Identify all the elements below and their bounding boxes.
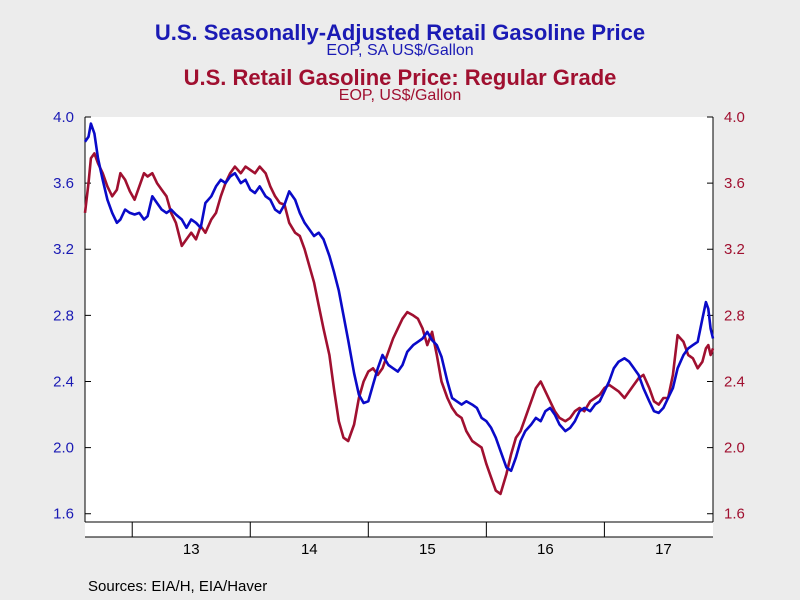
x-tick-label: 17 xyxy=(655,541,672,558)
series-line-1 xyxy=(83,122,715,473)
chart-subtitle-series-2: EOP, US$/Gallon xyxy=(338,87,462,104)
series-line-2 xyxy=(83,152,715,496)
right-tick-label: 3.2 xyxy=(724,241,745,258)
chart-subtitle-series-1: EOP, SA US$/Gallon xyxy=(326,42,474,59)
left-tick-label: 2.8 xyxy=(53,307,74,324)
x-tick-label: 13 xyxy=(183,541,200,558)
x-tick-label: 14 xyxy=(301,541,318,558)
right-tick-label: 2.8 xyxy=(724,307,745,324)
left-tick-label: 4.0 xyxy=(53,109,74,126)
left-tick-label: 2.4 xyxy=(53,373,74,390)
left-tick-label: 3.2 xyxy=(53,241,74,258)
right-tick-label: 2.4 xyxy=(724,373,745,390)
right-tick-label: 1.6 xyxy=(724,506,745,523)
right-tick-label: 2.0 xyxy=(724,440,745,457)
source-note: Sources: EIA/H, EIA/Haver xyxy=(88,578,268,595)
x-axis-band xyxy=(85,522,713,537)
plot-area xyxy=(85,117,713,522)
left-tick-label: 2.0 xyxy=(53,440,74,457)
right-tick-label: 4.0 xyxy=(724,109,745,126)
chart-title-series-1: U.S. Seasonally-Adjusted Retail Gasoline… xyxy=(154,20,646,45)
right-tick-label: 3.6 xyxy=(724,175,745,192)
left-tick-label: 1.6 xyxy=(53,506,74,523)
chart-title-series-2: U.S. Retail Gasoline Price: Regular Grad… xyxy=(183,65,617,90)
x-tick-label: 16 xyxy=(537,541,554,558)
x-tick-label: 15 xyxy=(419,541,436,558)
left-tick-label: 3.6 xyxy=(53,175,74,192)
